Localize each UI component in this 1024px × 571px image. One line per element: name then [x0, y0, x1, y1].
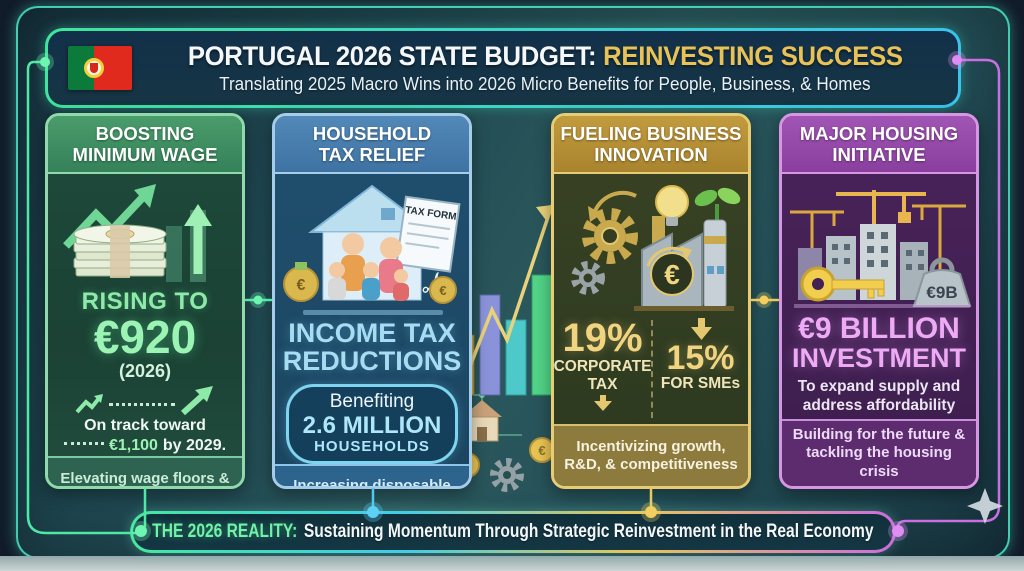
banner-text: Sustaining Momentum Through Strategic Re…	[304, 521, 874, 542]
down-arrow-icon	[690, 318, 712, 341]
housing-headline: €9 BILLION	[798, 312, 960, 346]
money-bag-icon: €	[283, 262, 319, 303]
title-main: PORTUGAL 2026 STATE BUDGET:	[187, 41, 597, 71]
growth-arrow-head	[536, 205, 552, 223]
header-banner: PORTUGAL 2026 STATE BUDGET: REINVESTING …	[45, 28, 961, 108]
money-stack-growth-icon	[63, 184, 212, 283]
construction-housing-icon: €9B	[790, 190, 972, 309]
tax-headline: INCOME TAX REDUCTIONS	[282, 318, 462, 376]
lightbulb-icon	[655, 185, 689, 227]
panel-household-tax-relief: HOUSEHOLD TAX RELIEF TAX FORM ✂	[272, 113, 472, 489]
banner-label: THE 2026 REALITY:	[152, 521, 298, 542]
sparkle-icon	[967, 488, 1003, 524]
panel-minimum-wage-footer: Elevating wage floors & purchasing power	[48, 456, 242, 486]
page-title: PORTUGAL 2026 STATE BUDGET: REINVESTING …	[188, 41, 903, 72]
panel-business-title: FUELING BUSINESS INNOVATION	[554, 116, 748, 175]
panel-household-tax-title: HOUSEHOLD TAX RELIEF	[275, 116, 469, 175]
wage-stat-value: €920	[93, 311, 197, 364]
bar-violet	[479, 294, 501, 396]
plant-icon	[694, 188, 741, 227]
growth-arrow-line	[455, 204, 554, 401]
down-arrow-icon	[593, 394, 612, 411]
housing-subtext: To expand supply and address affordabili…	[797, 377, 961, 415]
panel-business-innovation: FUELING BUSINESS INNOVATION	[551, 113, 751, 489]
money-bag-icon: €	[429, 276, 457, 305]
armillary-sphere-emblem	[83, 58, 104, 78]
sme-tax-stat: 15% FOR SMEs	[653, 318, 748, 393]
dotted-track-line	[109, 403, 175, 407]
svg-text:€: €	[664, 259, 680, 290]
cycle-arrow	[592, 191, 637, 216]
big-growth-arrow-icon	[180, 386, 213, 416]
households-stat-pill: Benefiting 2.6 MILLION HOUSEHOLDS	[285, 383, 459, 464]
panel-housing-title: MAJOR HOUSING INITIATIVE	[782, 116, 976, 175]
svg-text:€9B: €9B	[926, 283, 957, 302]
industry-innovation-icon: €	[571, 185, 741, 312]
wage-stat-year: (2026)	[118, 361, 172, 382]
summary-banner: THE 2026 REALITY: Sustaining Momentum Thr…	[130, 511, 896, 553]
panel-housing-initiative: MAJOR HOUSING INITIATIVE	[779, 113, 979, 489]
dashed-divider	[651, 320, 653, 418]
svg-text:€: €	[439, 283, 446, 298]
panel-minimum-wage: BOOSTING MINIMUM WAGE RISING TO €920 (20	[45, 113, 245, 489]
svg-text:€: €	[538, 443, 545, 458]
bottom-edge-strip	[0, 556, 1024, 571]
small-growth-arrow-icon	[75, 394, 103, 414]
panel-household-tax-footer: Increasing disposable income for familie…	[275, 463, 469, 486]
page-subtitle: Translating 2025 Macro Wins into 2026 Mi…	[219, 74, 871, 94]
panel-business-footer: Incentivizing growth, R&D, & competitive…	[554, 424, 748, 486]
gear-icon	[490, 458, 524, 492]
dotted-line	[63, 441, 104, 445]
svg-text:€: €	[297, 277, 306, 294]
portugal-flag-icon	[68, 46, 132, 90]
housing-headline-2: INVESTMENT	[791, 343, 966, 374]
bar-teal	[505, 319, 527, 396]
panel-housing-footer: Building for the future & tackling the h…	[782, 419, 976, 486]
gear-icon	[582, 208, 638, 265]
corporate-tax-stat: 19% CORPORATE TAX	[554, 318, 651, 411]
family-icon	[328, 233, 409, 302]
key-icon	[800, 266, 885, 302]
family-home-tax-icon: TAX FORM ✂ € €	[283, 185, 461, 316]
gear-icon	[571, 261, 605, 296]
tax-form-icon: TAX FORM	[395, 196, 461, 274]
euro-cycle-icon: €	[646, 246, 694, 297]
title-accent: REINVESTING SUCCESS	[602, 41, 903, 71]
wage-note: On track toward €1,100 by 2029.	[63, 416, 226, 456]
panel-minimum-wage-title: BOOSTING MINIMUM WAGE	[48, 116, 242, 175]
banknote-stack	[73, 224, 167, 279]
tax-rate-stats: 19% CORPORATE TAX 15% FOR SMEs	[554, 316, 748, 424]
